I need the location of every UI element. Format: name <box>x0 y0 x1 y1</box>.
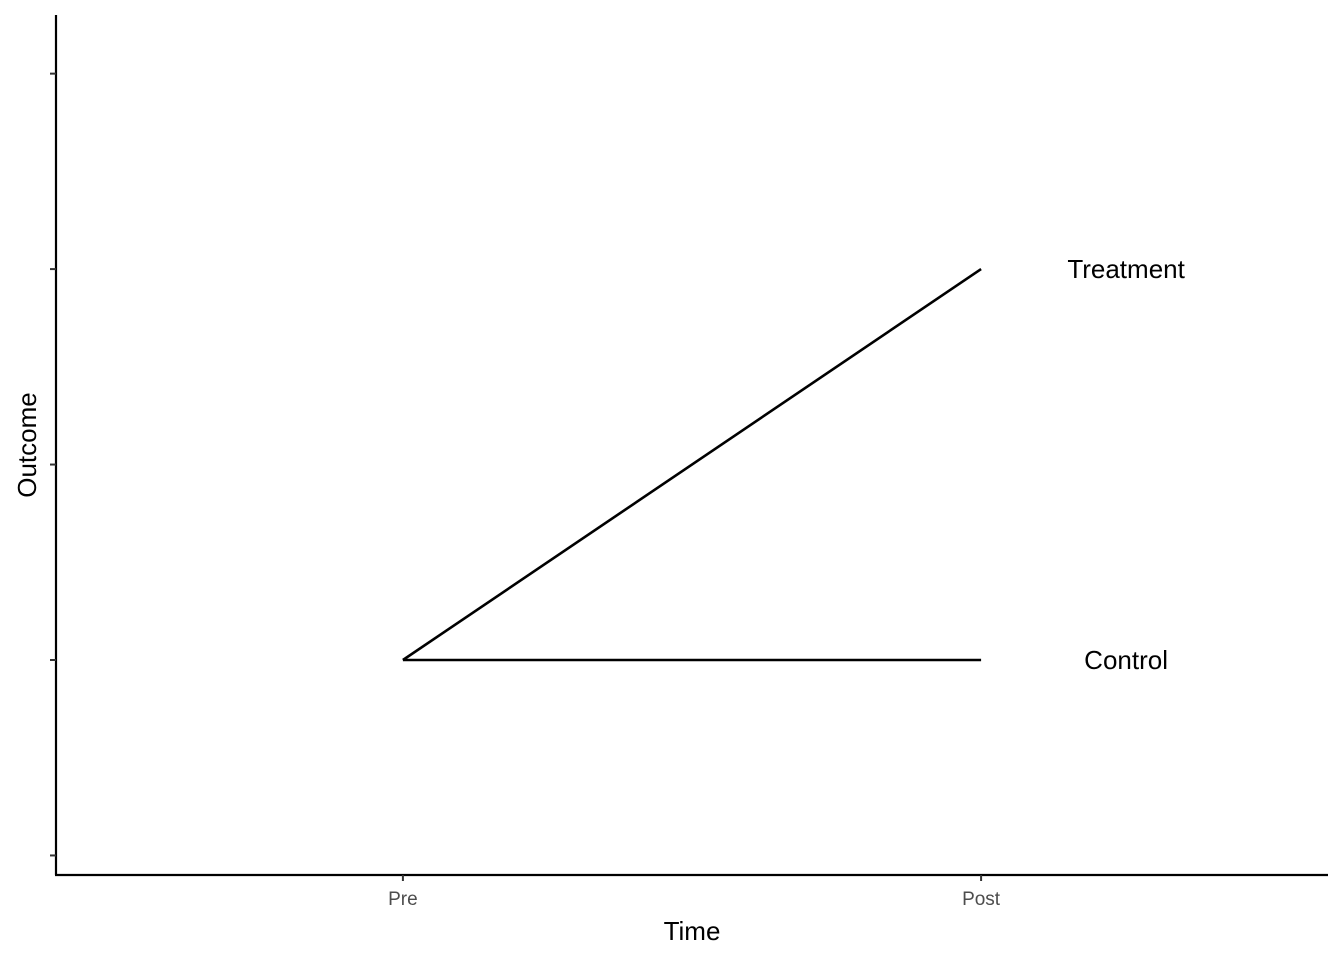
series-lines <box>402 268 982 662</box>
x-ticks: Pre Post <box>388 875 1001 910</box>
series-labels: Treatment Control <box>1067 254 1185 675</box>
series-label-control: Control <box>1084 645 1168 675</box>
x-tick-label-pre: Pre <box>388 889 418 910</box>
series-line-treatment <box>402 268 982 662</box>
y-axis <box>50 15 58 875</box>
x-axis-title: Time <box>664 916 721 946</box>
series-label-treatment: Treatment <box>1067 254 1185 284</box>
x-tick-label-post: Post <box>962 889 1001 910</box>
y-axis-title: Outcome <box>12 392 42 498</box>
y-ticks <box>50 72 56 857</box>
x-axis: Pre Post <box>55 873 1328 910</box>
